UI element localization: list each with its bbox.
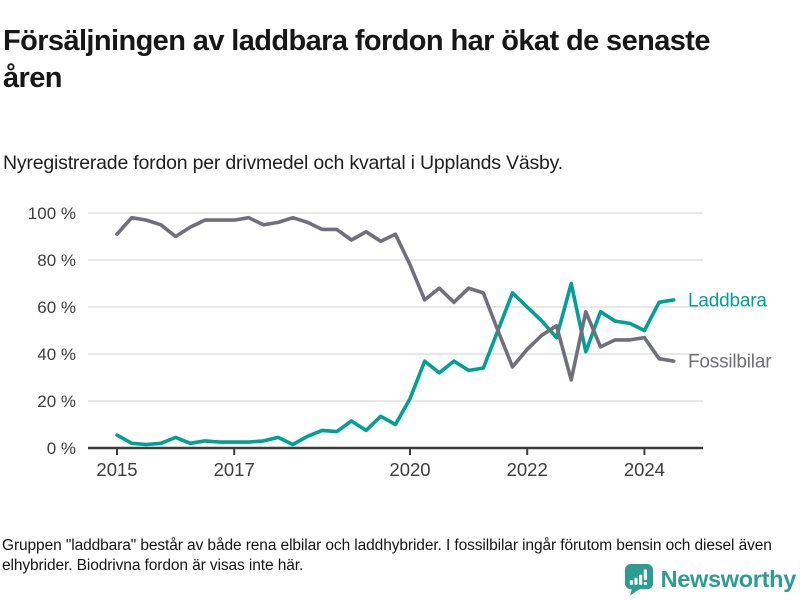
svg-text:0 %: 0 % <box>47 439 76 458</box>
gridlines <box>88 212 703 402</box>
chart-canvas: 0 % 20 % 40 % 60 % 80 % 100 % 2015 2017 2020 202… <box>28 204 773 480</box>
newsworthy-bubble-chart-icon <box>624 564 653 596</box>
chart-subtitle: Nyregistrerade fordon per drivmedel och … <box>3 151 563 174</box>
svg-text:2015: 2015 <box>96 459 137 480</box>
page-title: Försäljningen av laddbara fordon har öka… <box>3 25 710 94</box>
brand-name: Newsworthy <box>660 566 797 592</box>
svg-text:20 %: 20 % <box>37 392 76 411</box>
svg-text:100 %: 100 % <box>28 204 76 223</box>
svg-text:40 %: 40 % <box>37 345 76 364</box>
x-axis-tick-labels: 2015 2017 2020 2022 2024 <box>96 459 665 480</box>
newsworthy-logo: Newsworthy <box>623 563 796 596</box>
series-line-fossilbilar <box>115 215 676 382</box>
series-label-laddbara: Laddbara <box>688 290 767 311</box>
series-label-fossilbilar: Fossilbilar <box>688 352 772 373</box>
y-axis-tick-labels: 0 % 20 % 40 % 60 % 80 % 100 % <box>28 204 76 458</box>
svg-text:2020: 2020 <box>389 459 430 480</box>
svg-text:60 %: 60 % <box>37 298 76 317</box>
svg-text:2024: 2024 <box>624 459 665 480</box>
svg-text:2022: 2022 <box>507 459 548 480</box>
footnote: Gruppen "laddbara" består av både rena e… <box>2 536 772 574</box>
svg-text:2017: 2017 <box>214 459 255 480</box>
line-chart: 0 % 20 % 40 % 60 % 80 % 100 % 2015 2017 2020 202… <box>0 190 800 500</box>
svg-text:80 %: 80 % <box>37 251 76 270</box>
x-axis-ticks <box>116 448 646 455</box>
